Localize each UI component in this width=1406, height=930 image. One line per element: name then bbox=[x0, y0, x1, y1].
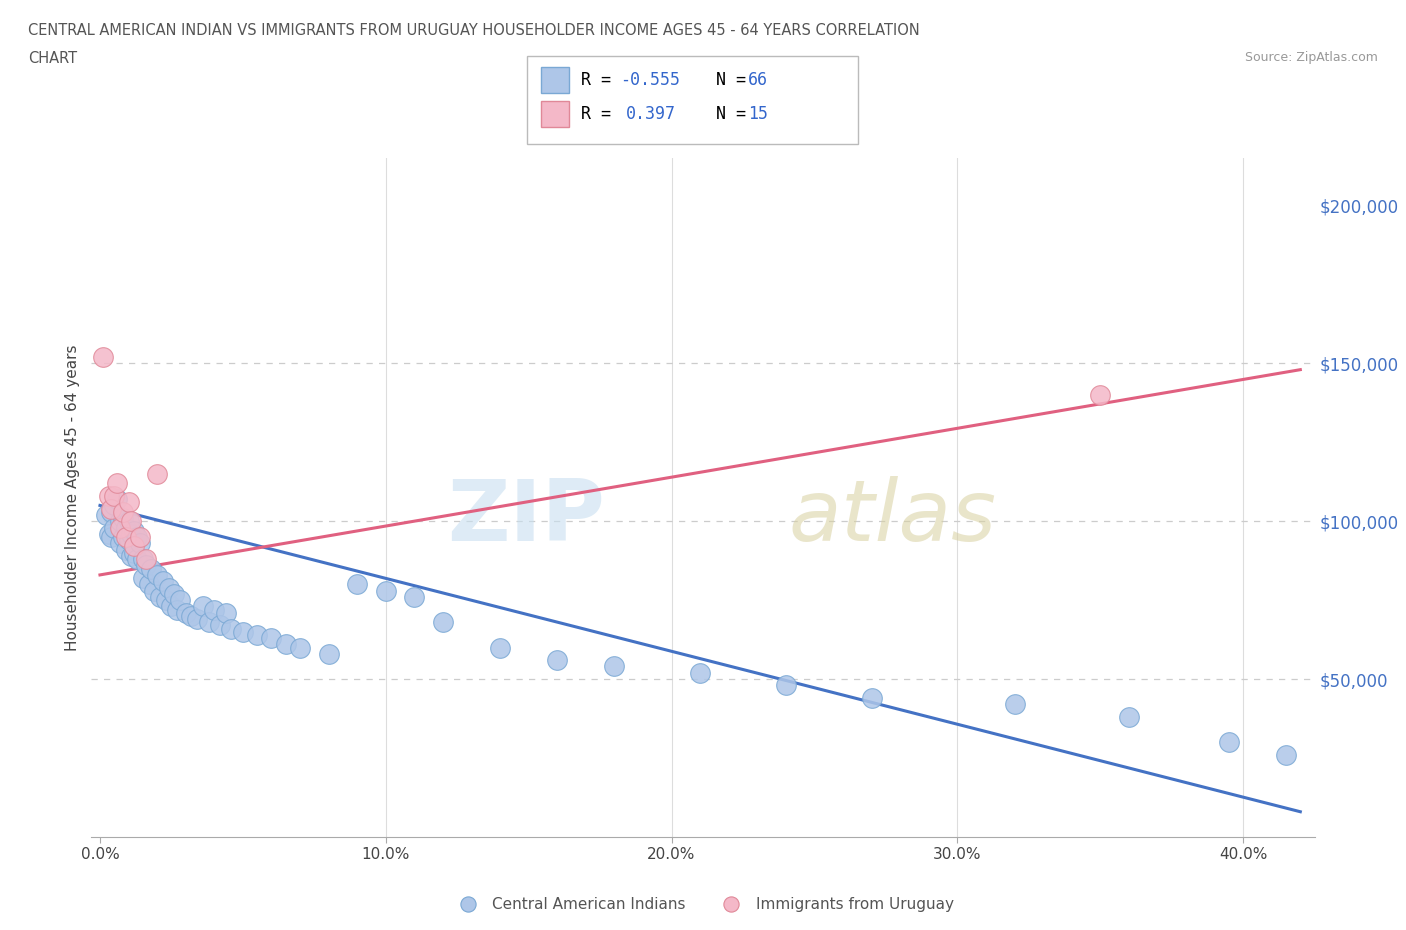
Point bbox=[232, 624, 254, 639]
Point bbox=[163, 587, 186, 602]
Point bbox=[138, 577, 160, 591]
Point bbox=[246, 628, 269, 643]
Point bbox=[114, 529, 136, 544]
Point bbox=[166, 603, 188, 618]
Text: CHART: CHART bbox=[28, 51, 77, 66]
Text: 66: 66 bbox=[748, 71, 768, 89]
Point bbox=[775, 678, 797, 693]
Point bbox=[160, 599, 183, 614]
Point bbox=[111, 511, 134, 525]
Point bbox=[122, 524, 145, 538]
Point bbox=[180, 608, 202, 623]
Text: 0.397: 0.397 bbox=[626, 105, 676, 124]
Point bbox=[141, 561, 163, 576]
Text: N =: N = bbox=[696, 71, 756, 89]
Point bbox=[689, 665, 711, 680]
Point bbox=[143, 583, 166, 598]
Text: 15: 15 bbox=[748, 105, 768, 124]
Point bbox=[97, 526, 120, 541]
Text: -0.555: -0.555 bbox=[620, 71, 681, 89]
Point bbox=[318, 646, 340, 661]
Point bbox=[186, 612, 208, 627]
Point bbox=[127, 529, 149, 544]
Point bbox=[404, 590, 426, 604]
Point bbox=[202, 603, 225, 618]
Point bbox=[127, 551, 149, 566]
Point bbox=[132, 551, 155, 566]
Text: ZIP: ZIP bbox=[447, 476, 605, 560]
Point bbox=[103, 488, 125, 503]
Point bbox=[111, 529, 134, 544]
Point bbox=[149, 590, 172, 604]
Point bbox=[114, 542, 136, 557]
Point bbox=[94, 508, 117, 523]
Point bbox=[129, 536, 152, 551]
Point bbox=[346, 577, 368, 591]
Text: R =: R = bbox=[581, 71, 620, 89]
Point bbox=[146, 467, 169, 482]
Point bbox=[489, 640, 512, 655]
Point bbox=[132, 571, 155, 586]
Point bbox=[288, 640, 311, 655]
Point bbox=[91, 350, 114, 365]
Point bbox=[103, 520, 125, 535]
Text: Source: ZipAtlas.com: Source: ZipAtlas.com bbox=[1244, 51, 1378, 64]
Point bbox=[122, 545, 145, 560]
Point bbox=[432, 615, 454, 630]
Point bbox=[260, 631, 283, 645]
Point bbox=[129, 529, 152, 544]
Legend: Central American Indians, Immigrants from Uruguay: Central American Indians, Immigrants fro… bbox=[446, 890, 960, 918]
Point bbox=[546, 653, 568, 668]
Point bbox=[157, 580, 180, 595]
Point bbox=[120, 549, 142, 564]
Point bbox=[221, 621, 243, 636]
Point bbox=[111, 504, 134, 519]
Point bbox=[97, 488, 120, 503]
Point bbox=[103, 498, 125, 512]
Point bbox=[274, 637, 297, 652]
Point bbox=[120, 526, 142, 541]
Point bbox=[117, 495, 139, 510]
Point bbox=[374, 583, 396, 598]
Text: atlas: atlas bbox=[789, 476, 997, 560]
Point bbox=[100, 501, 122, 516]
Point bbox=[215, 605, 238, 620]
Point bbox=[100, 504, 122, 519]
Point bbox=[120, 513, 142, 528]
Point bbox=[100, 529, 122, 544]
Text: R =: R = bbox=[581, 105, 631, 124]
Point bbox=[117, 533, 139, 548]
Point bbox=[197, 615, 219, 630]
Point bbox=[155, 592, 177, 607]
Point bbox=[1218, 735, 1240, 750]
Point bbox=[108, 536, 131, 551]
Point bbox=[122, 539, 145, 554]
Point bbox=[146, 567, 169, 582]
Point bbox=[135, 558, 157, 573]
Y-axis label: Householder Income Ages 45 - 64 years: Householder Income Ages 45 - 64 years bbox=[65, 344, 80, 651]
Text: CENTRAL AMERICAN INDIAN VS IMMIGRANTS FROM URUGUAY HOUSEHOLDER INCOME AGES 45 - : CENTRAL AMERICAN INDIAN VS IMMIGRANTS FR… bbox=[28, 23, 920, 38]
Point bbox=[108, 520, 131, 535]
Point bbox=[108, 513, 131, 528]
Point bbox=[860, 691, 883, 706]
Point bbox=[152, 574, 174, 589]
Point bbox=[603, 659, 626, 674]
Point bbox=[169, 592, 191, 607]
Point bbox=[1118, 710, 1140, 724]
Point bbox=[135, 551, 157, 566]
Point bbox=[105, 476, 128, 491]
Point bbox=[114, 520, 136, 535]
Point bbox=[1090, 388, 1112, 403]
Point bbox=[208, 618, 231, 633]
Text: N =: N = bbox=[696, 105, 756, 124]
Point bbox=[105, 492, 128, 507]
Point bbox=[1004, 697, 1026, 711]
Point bbox=[191, 599, 214, 614]
Point bbox=[174, 605, 197, 620]
Point bbox=[1275, 748, 1298, 763]
Point bbox=[117, 513, 139, 528]
